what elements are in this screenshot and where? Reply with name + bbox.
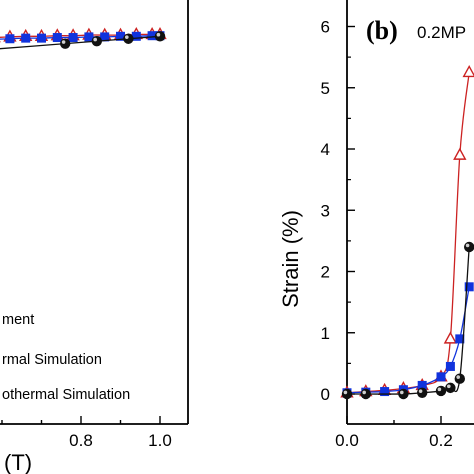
data-point-circle	[417, 387, 428, 398]
data-point-circle	[454, 373, 465, 384]
data-point-square	[131, 31, 141, 41]
panel-b-ytick-label: 6	[321, 18, 330, 37]
data-point-highlight	[400, 390, 404, 395]
panel-b-xtick-label: 0.0	[335, 431, 359, 450]
data-point-highlight	[418, 389, 423, 393]
data-point-circle	[341, 388, 353, 400]
panel-b-condition: 0.2MP	[417, 23, 466, 42]
panel-a-x-axis-title: (T)	[4, 450, 32, 474]
legend-entry-1: ment	[2, 312, 34, 328]
panel-a-ticks	[1, 416, 161, 424]
data-point-square	[116, 31, 125, 41]
panel-b-ytick-label: 2	[321, 263, 330, 282]
data-point-triangle	[462, 64, 474, 78]
data-point-circle	[445, 382, 456, 394]
data-point-square	[21, 33, 31, 43]
panel-b: 0 1 2 3 4 5 6 0.0 0.2 Strain (%) (b) 0.2MP	[278, 0, 474, 450]
data-point-circle	[360, 388, 371, 400]
data-point-highlight	[456, 375, 461, 379]
panel-b-label: (b)	[366, 16, 398, 45]
data-point-highlight	[465, 243, 470, 248]
data-point-square	[436, 372, 446, 382]
data-point-square	[445, 361, 455, 371]
panel-b-y-axis-title: Strain (%)	[278, 210, 303, 308]
panel-b-ytick-label: 5	[321, 79, 330, 98]
data-point-circle	[435, 385, 447, 397]
data-point-highlight	[343, 390, 348, 395]
legend-entry-3: othermal Simulation	[2, 387, 130, 403]
data-point-highlight	[61, 40, 66, 44]
data-point-highlight	[437, 387, 442, 392]
panel-b-ytick-label: 3	[321, 201, 330, 220]
data-point-circle	[59, 38, 71, 49]
data-point-highlight	[93, 37, 97, 42]
data-point-triangle	[443, 331, 458, 344]
data-point-highlight	[125, 35, 129, 39]
panel-b-ytick-label: 0	[321, 385, 330, 404]
data-point-circle	[464, 241, 474, 253]
panel-b-xtick-label: 0.2	[429, 431, 453, 450]
panel-a-xtick-label: 0.8	[69, 431, 93, 450]
panel-b-ytick-labels: 0 1 2 3 4 5 6	[321, 18, 330, 405]
data-point-square	[380, 387, 390, 397]
panel-a-legend: ment rmal Simulation othermal Simulation	[2, 312, 130, 403]
data-point-circle	[154, 31, 166, 42]
data-point-circle	[398, 388, 409, 400]
series-line	[346, 72, 470, 394]
data-point-circle	[123, 33, 134, 44]
data-point-square	[464, 282, 474, 292]
panel-a-xtick-label: 1.0	[148, 431, 172, 450]
data-point-square	[68, 33, 78, 43]
data-point-highlight	[447, 384, 451, 389]
data-point-square	[52, 33, 62, 43]
data-point-square	[84, 32, 94, 42]
data-point-square	[100, 32, 110, 42]
data-point-highlight	[362, 390, 367, 395]
data-point-square	[417, 380, 427, 390]
panel-a-series	[0, 27, 167, 50]
data-point-circle	[91, 36, 103, 47]
legend-entry-2: rmal Simulation	[2, 352, 102, 368]
data-point-square	[5, 34, 15, 44]
data-point-square	[37, 33, 46, 43]
panel-b-series	[340, 64, 474, 400]
panel-b-ytick-label: 1	[321, 324, 330, 343]
panel-a: 0.8 1.0 (T) ment rmal Simulation otherma…	[0, 0, 189, 474]
data-point-square	[455, 334, 465, 344]
panel-b-ticks	[346, 25, 442, 424]
data-point-square	[147, 31, 157, 41]
panel-b-ytick-label: 4	[321, 140, 330, 159]
data-point-triangle	[453, 147, 467, 160]
series-line	[347, 246, 470, 395]
data-point-highlight	[156, 32, 161, 37]
